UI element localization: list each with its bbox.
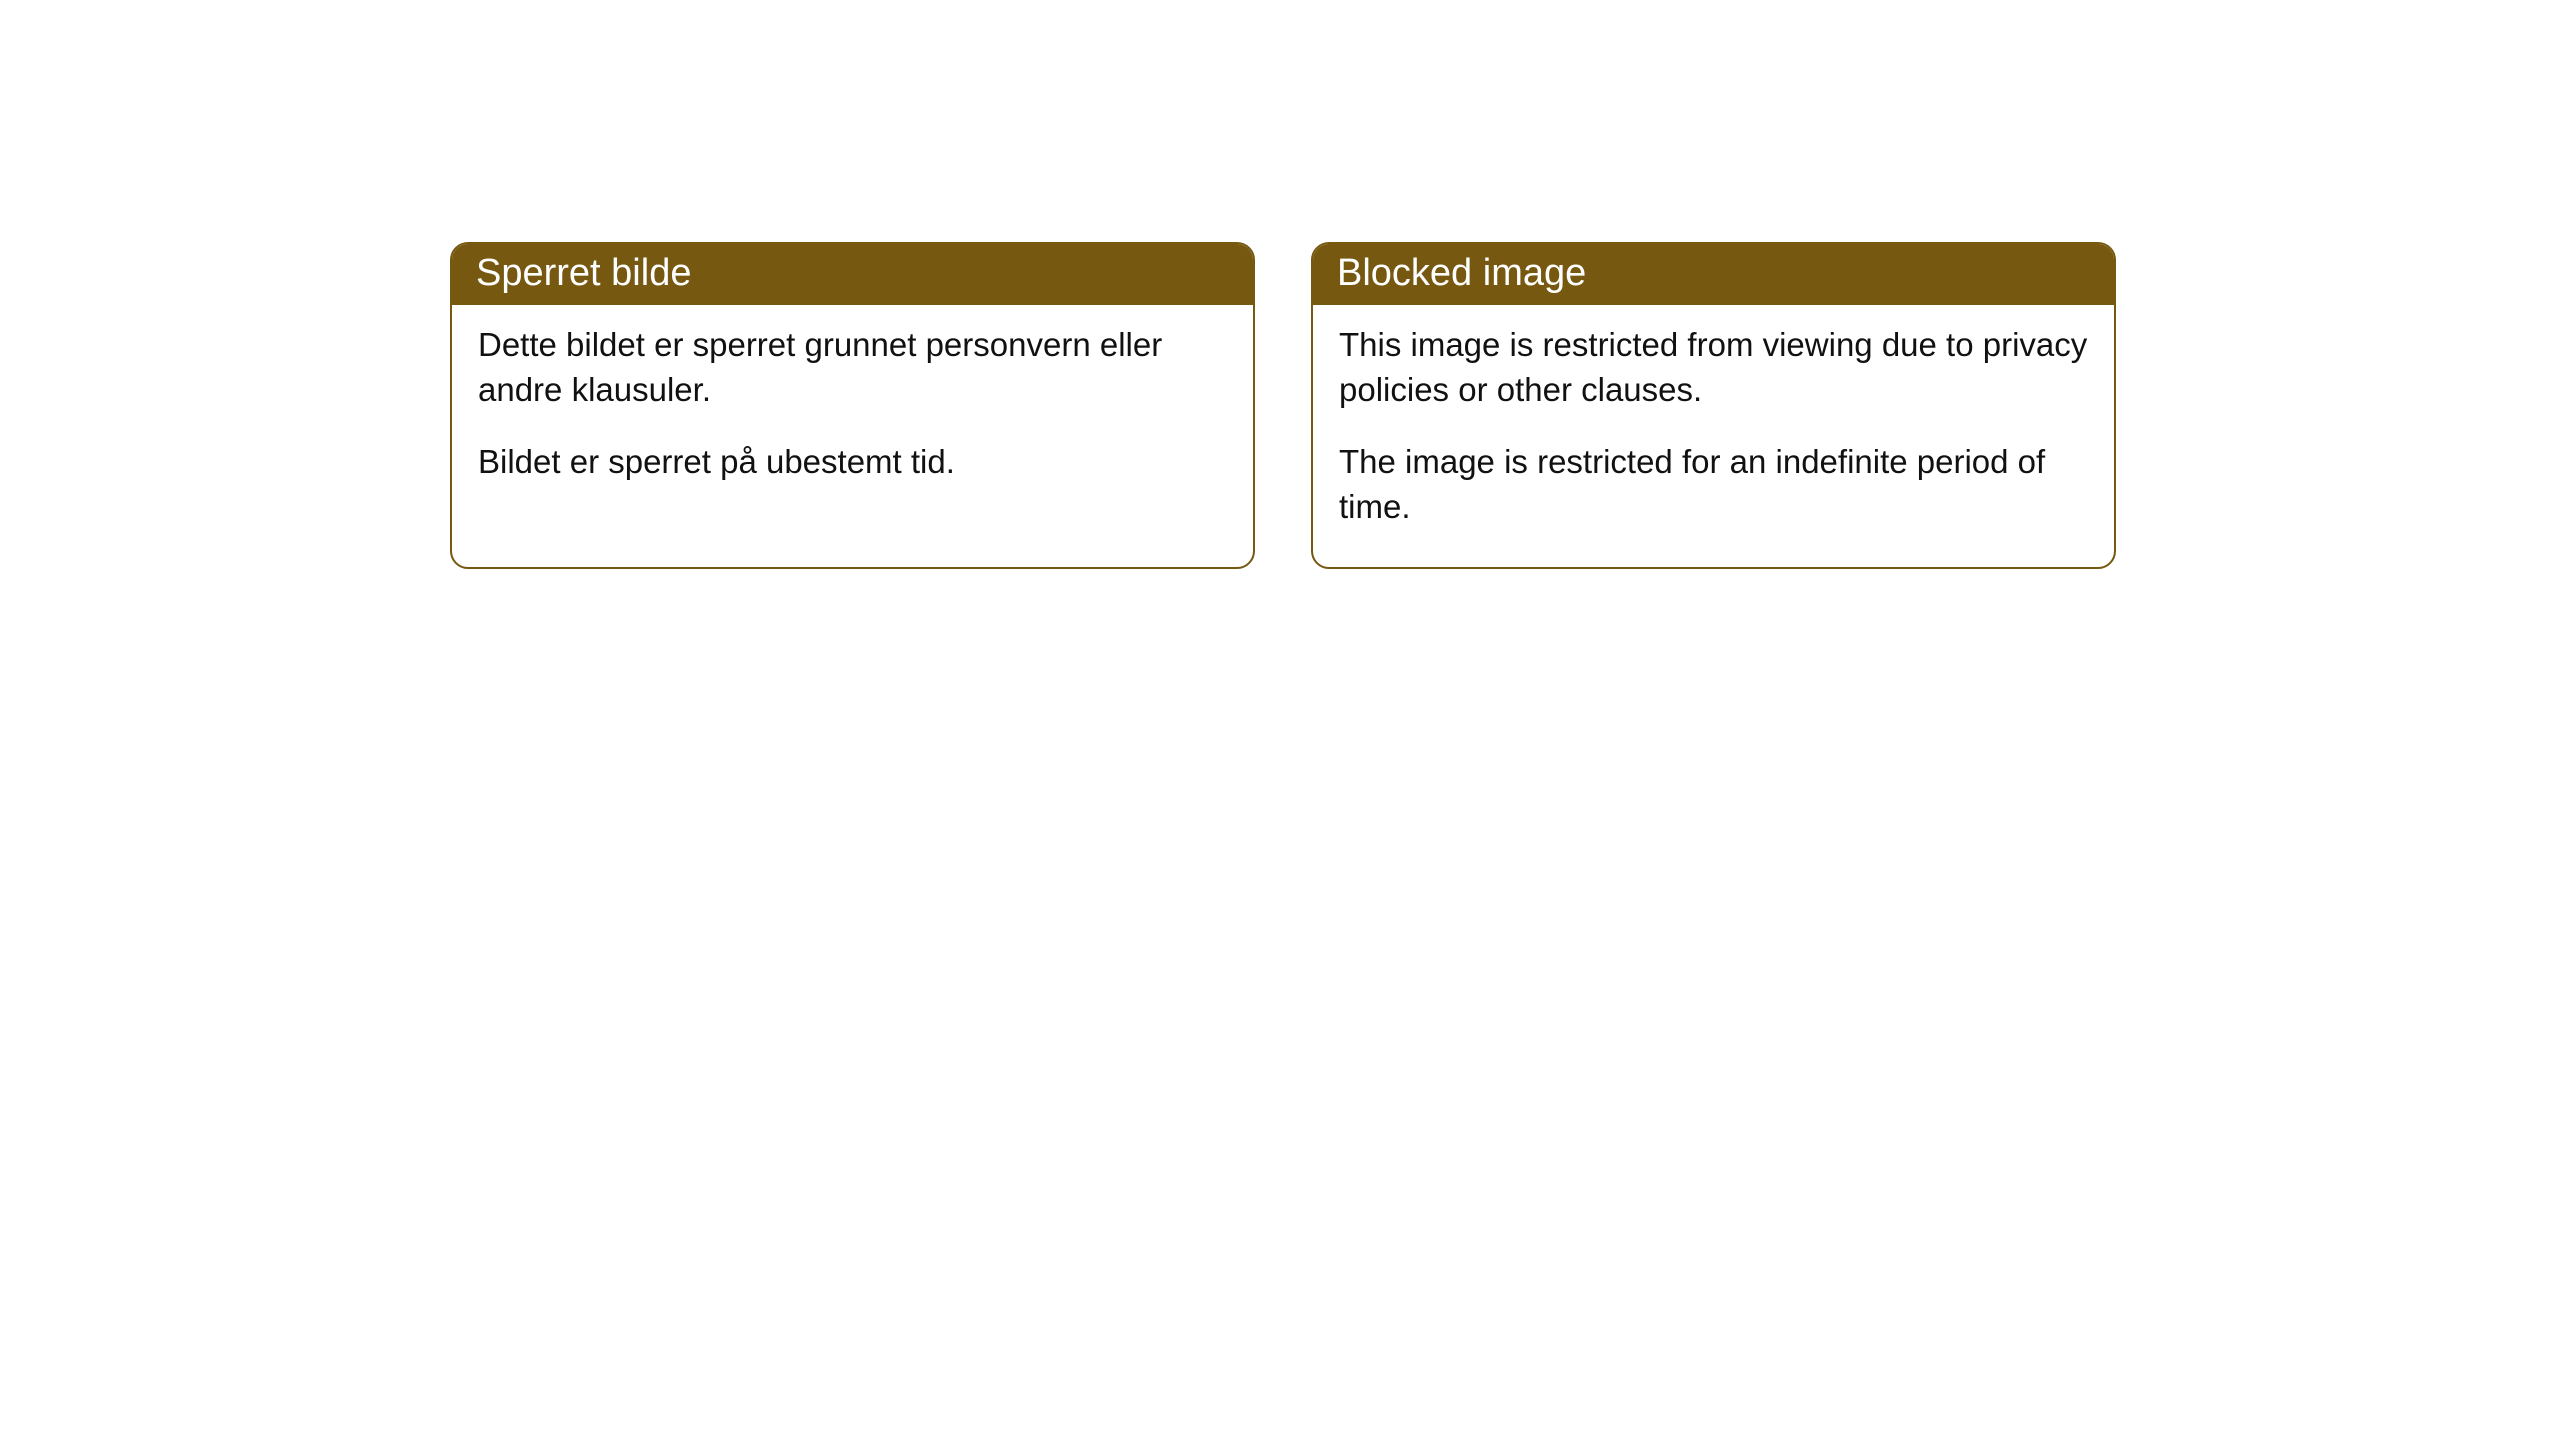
notice-paragraph-2: Bildet er sperret på ubestemt tid. <box>478 440 1227 485</box>
notice-title: Blocked image <box>1337 252 1586 294</box>
notice-container: Sperret bilde Dette bildet er sperret gr… <box>0 0 2560 569</box>
notice-box-english: Blocked image This image is restricted f… <box>1311 242 2116 569</box>
notice-header: Sperret bilde <box>452 244 1253 305</box>
notice-body: This image is restricted from viewing du… <box>1313 305 2114 567</box>
notice-header: Blocked image <box>1313 244 2114 305</box>
notice-body: Dette bildet er sperret grunnet personve… <box>452 305 1253 523</box>
notice-paragraph-1: Dette bildet er sperret grunnet personve… <box>478 323 1227 412</box>
notice-box-norwegian: Sperret bilde Dette bildet er sperret gr… <box>450 242 1255 569</box>
notice-paragraph-2: The image is restricted for an indefinit… <box>1339 440 2088 529</box>
notice-paragraph-1: This image is restricted from viewing du… <box>1339 323 2088 412</box>
notice-title: Sperret bilde <box>476 252 691 294</box>
